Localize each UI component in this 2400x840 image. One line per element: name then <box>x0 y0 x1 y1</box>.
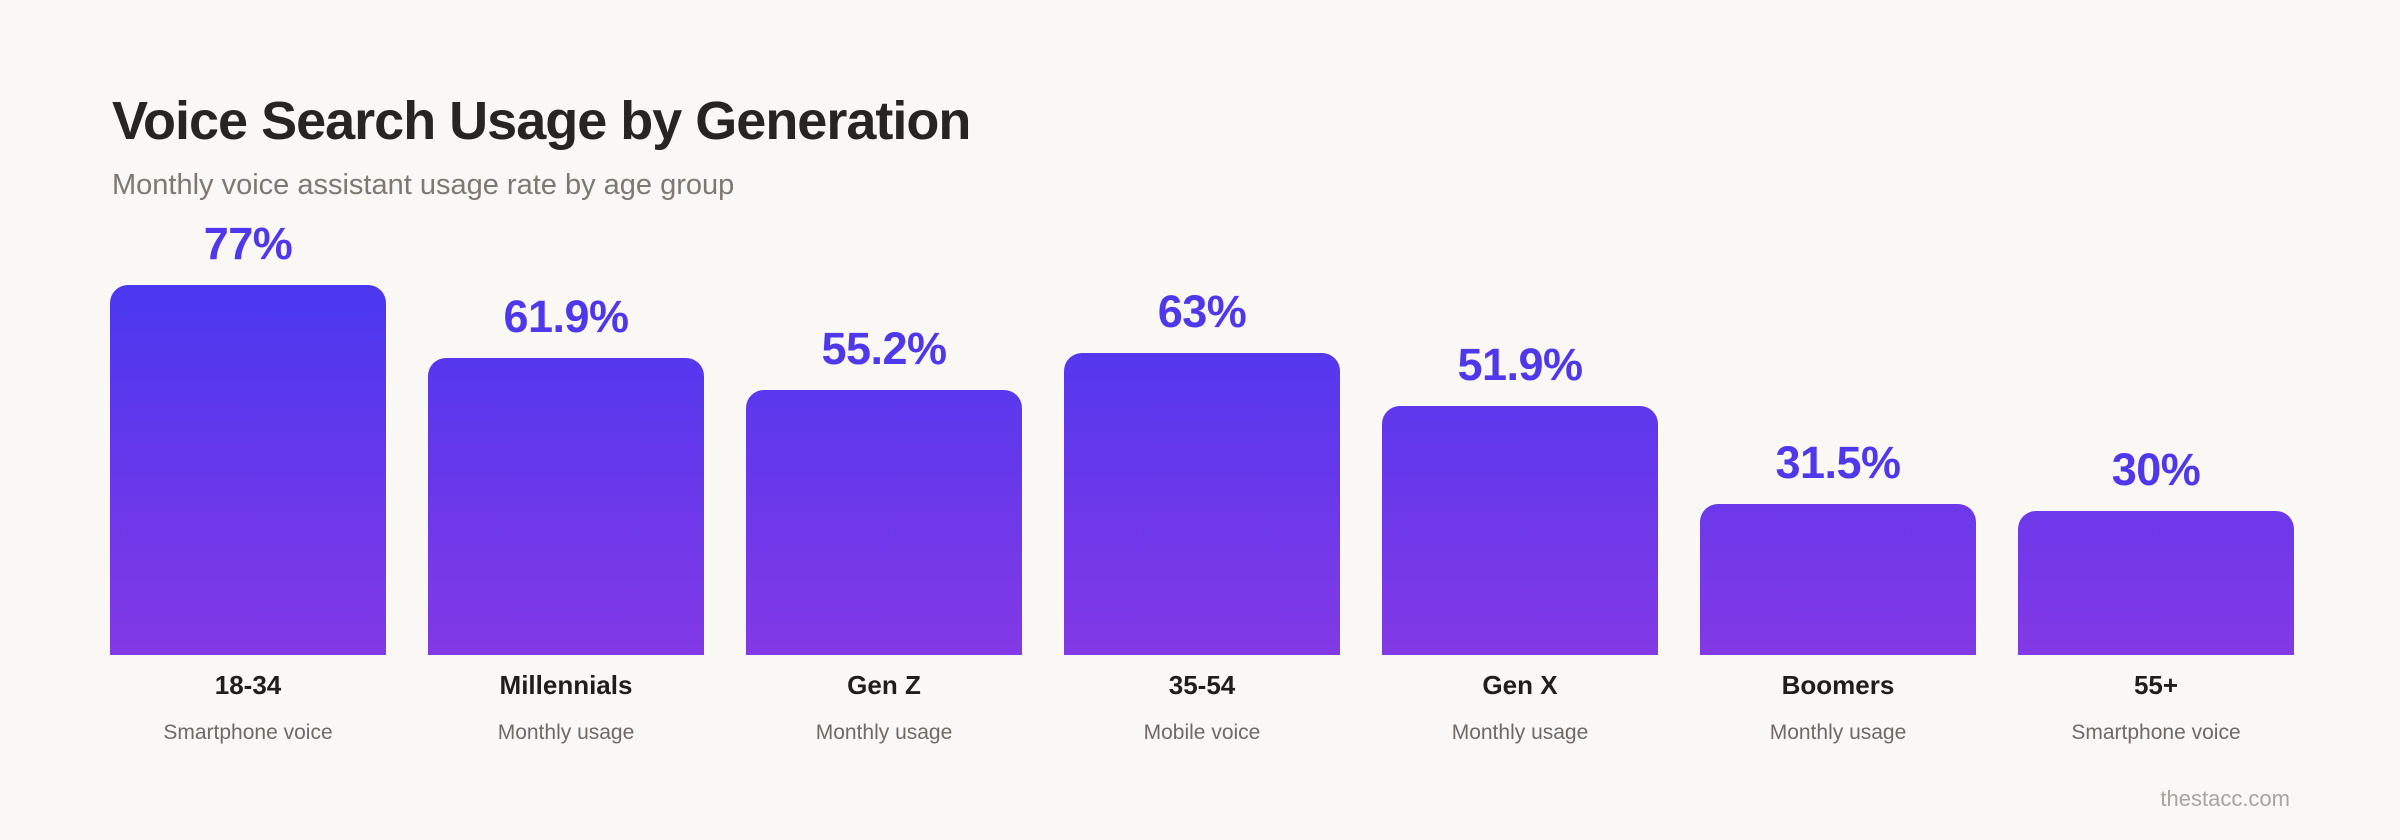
bar-value-label: 55.2% <box>821 323 947 374</box>
category-label-cell: Boomers Monthly usage <box>1700 672 1976 743</box>
bar <box>1064 353 1340 655</box>
bar-column: 63% <box>1064 289 1340 655</box>
bar <box>1700 504 1976 655</box>
category-sublabel: Monthly usage <box>1451 721 1589 744</box>
bar-column: 30% <box>2018 447 2294 655</box>
category-label-cell: 55+ Smartphone voice <box>2018 672 2294 743</box>
chart-header: Voice Search Usage by Generation Monthly… <box>112 91 971 202</box>
bar-value-label: 51.9% <box>1457 339 1583 390</box>
bar <box>2018 511 2294 655</box>
category-label-cell: Gen X Monthly usage <box>1382 672 1658 743</box>
category-label-cell: 18-34 Smartphone voice <box>110 672 386 743</box>
category-sublabel: Smartphone voice <box>2071 721 2241 744</box>
bar <box>110 285 386 655</box>
category-label: 35-54 <box>1168 670 1236 700</box>
bar-column: 51.9% <box>1382 342 1658 655</box>
category-sublabel: Monthly usage <box>815 721 953 744</box>
bar-value-label: 61.9% <box>503 291 629 342</box>
bar-column: 61.9% <box>428 294 704 655</box>
category-sublabel: Monthly usage <box>1769 721 1907 744</box>
category-label: 18-34 <box>214 670 282 700</box>
watermark: thestacc.com <box>2160 786 2290 811</box>
category-label: 55+ <box>2133 670 2179 700</box>
chart-subtitle: Monthly voice assistant usage rate by ag… <box>112 169 735 202</box>
category-label: Gen X <box>1482 670 1558 700</box>
bar-value-label: 77% <box>203 218 293 269</box>
bar <box>1382 406 1658 655</box>
category-sublabel: Mobile voice <box>1143 721 1261 744</box>
category-label: Boomers <box>1781 670 1895 700</box>
category-labels-row: 18-34 Smartphone voice Millennials Month… <box>110 672 2294 743</box>
bar-column: 55.2% <box>746 326 1022 655</box>
bar <box>428 358 704 655</box>
category-label: Millennials <box>499 670 633 700</box>
category-label-cell: Gen Z Monthly usage <box>746 672 1022 743</box>
chart-title: Voice Search Usage by Generation <box>112 91 971 151</box>
bar-column: 31.5% <box>1700 440 1976 655</box>
category-label-cell: Millennials Monthly usage <box>428 672 704 743</box>
category-sublabel: Smartphone voice <box>163 721 333 744</box>
bar-chart: 77% 61.9% 55.2% 63% 51.9% 31.5% 30% <box>110 221 2294 655</box>
category-label: Gen Z <box>847 670 921 700</box>
category-label-cell: 35-54 Mobile voice <box>1064 672 1340 743</box>
category-sublabel: Monthly usage <box>497 721 635 744</box>
bar <box>746 390 1022 655</box>
bar-value-label: 30% <box>2111 444 2201 495</box>
bar-value-label: 31.5% <box>1775 437 1901 488</box>
bar-value-label: 63% <box>1157 286 1247 337</box>
bar-column: 77% <box>110 221 386 655</box>
